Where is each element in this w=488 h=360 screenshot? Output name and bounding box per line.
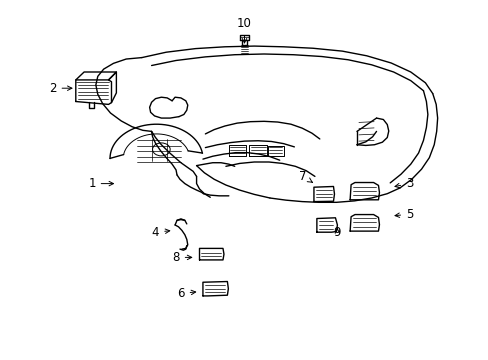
Text: 4: 4 xyxy=(151,226,169,239)
Text: 5: 5 xyxy=(394,208,413,221)
Text: 1: 1 xyxy=(88,177,113,190)
Text: 2: 2 xyxy=(49,82,72,95)
Text: 6: 6 xyxy=(177,287,195,300)
Text: 8: 8 xyxy=(172,251,191,264)
Text: 9: 9 xyxy=(333,226,341,239)
Text: 3: 3 xyxy=(394,177,413,190)
Text: 10: 10 xyxy=(237,17,251,43)
Text: 7: 7 xyxy=(299,170,312,183)
